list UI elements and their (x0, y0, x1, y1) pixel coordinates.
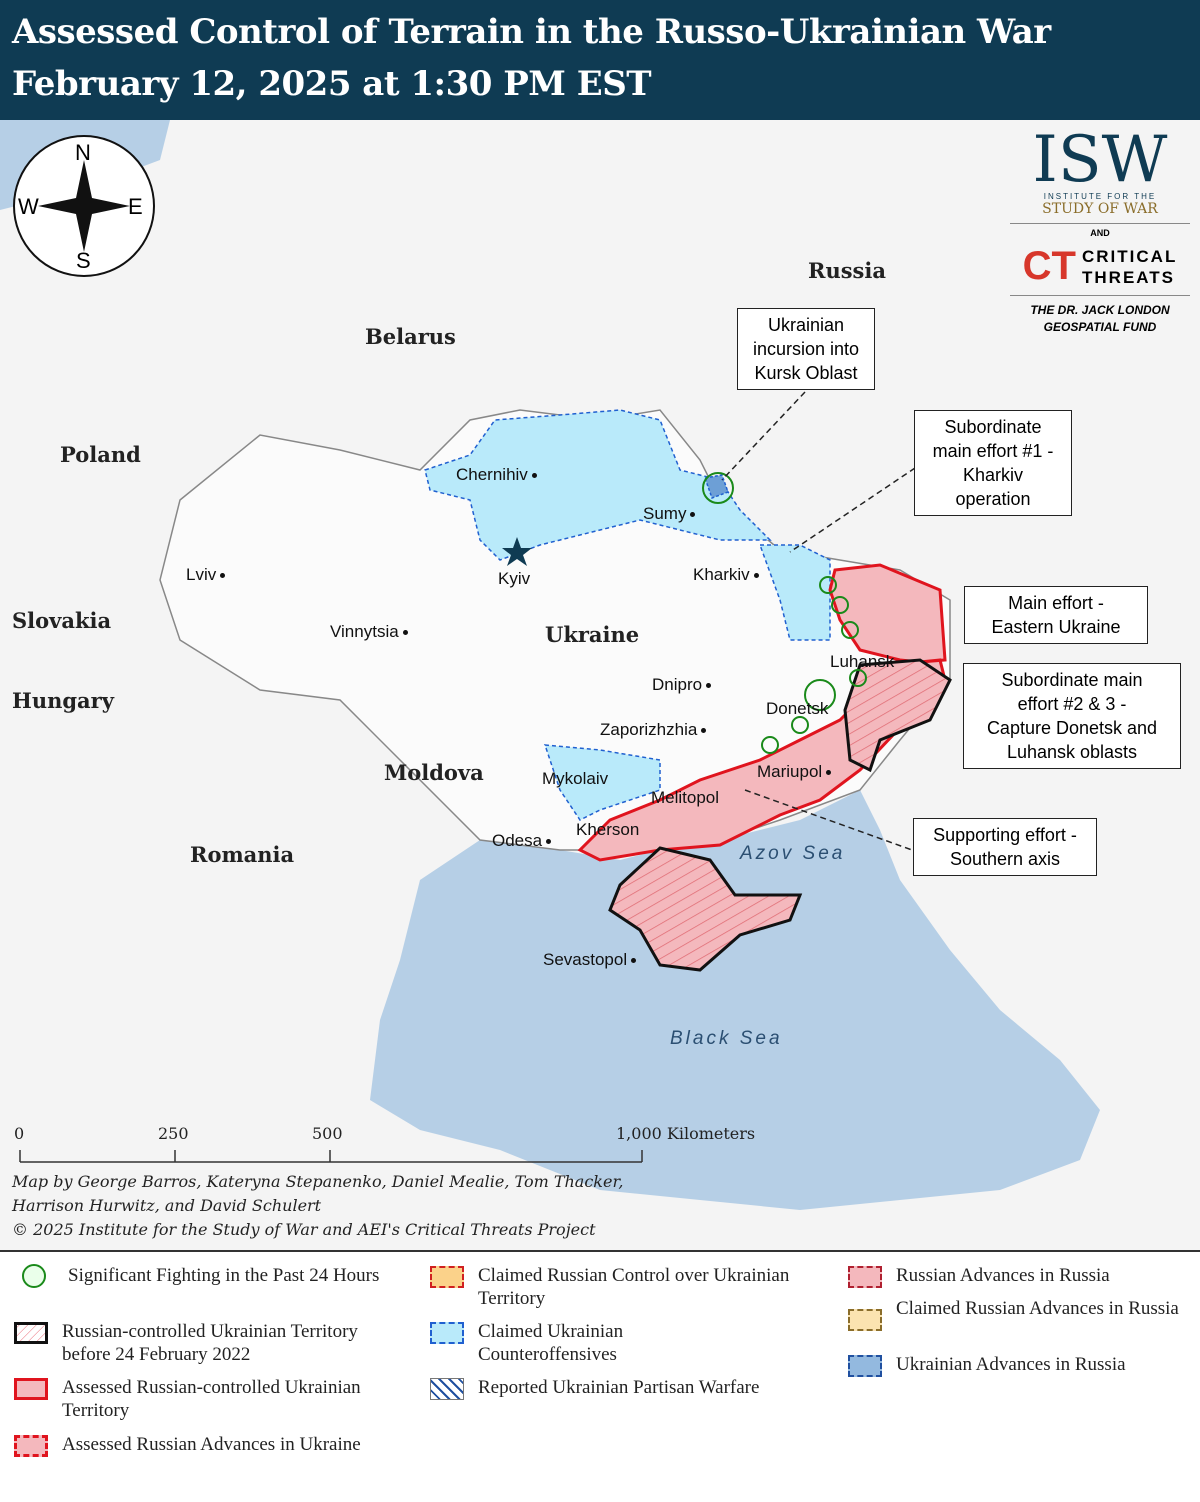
country-ukraine: Ukraine (545, 622, 640, 647)
city-kherson: Kherson (576, 820, 640, 839)
fighting-marker (702, 472, 734, 504)
legend-item: Claimed Russian Control over Ukrainian T… (430, 1264, 830, 1310)
crimea (608, 846, 803, 972)
red-dashed-box-icon (14, 1435, 48, 1457)
city-melitopol: Melitopol (651, 788, 720, 807)
fighting-marker (831, 596, 849, 614)
city-mariupol: Mariupol (757, 762, 835, 782)
city-vinnytsia: Vinnytsia (330, 622, 412, 642)
legend-item: Reported Ukrainian Partisan Warfare (430, 1376, 830, 1400)
fighting-markers (702, 472, 867, 754)
scale-250: 250 (158, 1124, 189, 1143)
legend-item: Assessed Russian-controlled Ukrainian Te… (14, 1376, 414, 1422)
claimed-ukrainian-counteroffensive-south (543, 744, 661, 821)
blue-hatched-box-icon (430, 1378, 464, 1400)
map-title: Assessed Control of Terrain in the Russo… (12, 12, 1051, 52)
callout-kursk: Ukrainian incursion into Kursk Oblast (737, 308, 875, 390)
compass-rose-icon (38, 160, 130, 252)
copyright-line: © 2025 Institute for the Study of War an… (12, 1220, 596, 1239)
city-odesa: Odesa (492, 831, 555, 851)
orange-dashed-box-icon (430, 1266, 464, 1288)
country-hungary: Hungary (12, 688, 114, 713)
fighting-marker (791, 716, 809, 734)
city-lviv: Lviv (186, 565, 229, 585)
legend-item: Claimed Russian Advances in Russia (848, 1297, 1193, 1331)
compass (13, 135, 155, 277)
scale-0: 0 (14, 1124, 25, 1143)
legend-item: Significant Fighting in the Past 24 Hour… (14, 1264, 414, 1288)
map-date: February 12, 2025 at 1:30 PM EST (12, 64, 652, 104)
credits-line: Harrison Hurwitz, and David Schulert (12, 1196, 322, 1215)
map-header: Assessed Control of Terrain in the Russo… (0, 0, 1200, 120)
tan-dashed-box-icon (848, 1309, 882, 1331)
black-sea (370, 790, 1100, 1210)
city-luhansk: Luhansk (830, 652, 895, 671)
city-dnipro: Dnipro (652, 675, 715, 695)
fighting-marker (819, 576, 837, 594)
credits-line: Map by George Barros, Kateryna Stepanenk… (12, 1172, 624, 1191)
scale-500: 500 (312, 1124, 343, 1143)
legend-item: Claimed Ukrainian Counteroffensives (430, 1320, 830, 1366)
kursk-incursion (704, 474, 729, 499)
red-box-icon (14, 1378, 48, 1400)
city-chernihiv: Chernihiv (456, 465, 541, 485)
city-sevastopol: Sevastopol (543, 950, 640, 970)
city-mykolaiv: Mykolaiv (542, 769, 609, 788)
scale-1000: 1,000 Kilometers (616, 1124, 756, 1143)
blue-dashed-box-icon (848, 1355, 882, 1377)
country-moldova: Moldova (384, 760, 484, 785)
isw-ct-logo: ISW INSTITUTE FOR THE STUDY OF WAR AND C… (1010, 128, 1190, 336)
country-russia: Russia (808, 258, 886, 283)
callout-kharkiv: Subordinate main effort #1 - Kharkiv operat… (914, 410, 1072, 516)
lightblue-dashed-box-icon (430, 1322, 464, 1344)
callout-eastern: Main effort - Eastern Ukraine (964, 586, 1148, 644)
azov-sea-label: Azov Sea (740, 843, 846, 864)
city-kyiv: Kyiv (498, 569, 531, 588)
country-romania: Romania (190, 842, 295, 867)
legend-item: Russian Advances in Russia (848, 1264, 1193, 1288)
callout-donetsk-luhansk: Subordinate main effort #2 & 3 - Capture D… (963, 663, 1181, 769)
compass-n: N (75, 140, 91, 165)
claimed-ukrainian-counteroffensive-kharkiv (758, 544, 831, 641)
fighting-marker (761, 736, 779, 754)
legend-item: Assessed Russian Advances in Ukraine (14, 1433, 414, 1457)
city-zaporizhzhia: Zaporizhzhia (600, 720, 710, 740)
city-sumy: Sumy (643, 504, 699, 524)
legend-item: Russian-controlled Ukrainian Territory b… (14, 1320, 414, 1366)
pre-2022-donbas (843, 658, 952, 773)
ct-logo-icon: CT (1022, 244, 1076, 288)
country-slovakia: Slovakia (12, 608, 112, 633)
legend: Significant Fighting in the Past 24 Hour… (0, 1250, 1200, 1502)
fighting-marker (804, 679, 836, 711)
legend-item: Ukrainian Advances in Russia (848, 1353, 1193, 1377)
scale-bar (19, 1150, 643, 1163)
kyiv-star-icon (502, 537, 532, 566)
pink-dashed-box-icon (848, 1266, 882, 1288)
map-graphics (0, 120, 1100, 1210)
fighting-marker (849, 669, 867, 687)
black-sea-label: Black Sea (670, 1028, 783, 1049)
country-poland: Poland (60, 442, 141, 467)
claimed-ukrainian-counteroffensive-north (424, 409, 772, 561)
callout-southern: Supporting effort - Southern axis (913, 818, 1097, 876)
compass-w: W (18, 194, 39, 219)
fighting-marker (841, 621, 859, 639)
city-donetsk: Donetsk (766, 699, 829, 718)
green-circle-icon (22, 1264, 46, 1288)
black-hatched-box-icon (14, 1322, 48, 1344)
country-belarus: Belarus (365, 324, 456, 349)
callout-leaders (721, 391, 916, 851)
compass-s: S (76, 248, 91, 273)
map-canvas[interactable]: N S E W Russia Belarus Poland Slovakia H… (0, 120, 1200, 1250)
city-kharkiv: Kharkiv (693, 565, 763, 585)
compass-e: E (128, 194, 143, 219)
